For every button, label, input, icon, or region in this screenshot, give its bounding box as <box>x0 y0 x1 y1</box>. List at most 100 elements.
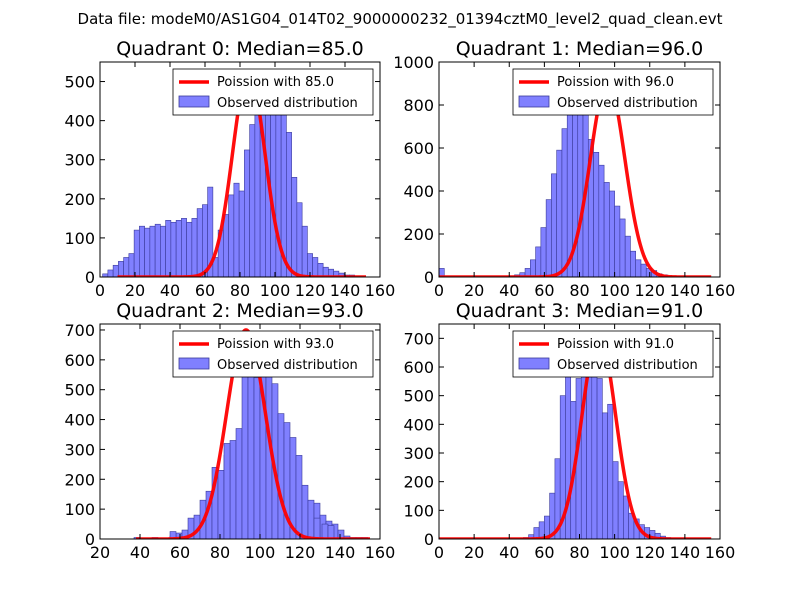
quadrant-2-xtick-label: 20 <box>90 543 110 562</box>
quadrant-3-bar <box>617 481 624 539</box>
quadrant-0-bar <box>291 177 298 277</box>
quadrant-3-bar <box>596 378 603 539</box>
quadrant-0-bar <box>107 269 114 277</box>
quadrant-0-bar <box>139 225 145 277</box>
quadrant-0-bar <box>233 182 240 277</box>
quadrant-1-bar <box>640 263 647 277</box>
quadrant-1-panel: 0 20 40 60 80 100 120 140 160 0 200 400 600 800 1000 Qu… <box>393 38 735 300</box>
quadrant-0-bar <box>191 218 198 277</box>
quadrant-2-ytick-label: 300 <box>64 440 95 459</box>
quadrant-3-xtick-label: 140 <box>670 543 701 562</box>
quadrant-2-ytick-label: 500 <box>64 381 95 400</box>
quadrant-2-bar <box>229 440 237 539</box>
quadrant-0-xtick-label: 140 <box>330 281 361 300</box>
quadrant-0-legend: Poission with 85.0 Observed distribution <box>172 68 374 116</box>
quadrant-1-bar <box>603 182 610 277</box>
quadrant-0-legend-line-label: Poission with 85.0 <box>217 75 334 90</box>
quadrant-2-bars <box>133 353 369 539</box>
quadrant-0-bar <box>165 220 172 277</box>
quadrant-1-ytick-label: 0 <box>424 268 434 287</box>
quadrant-0-xtick-label: 0 <box>95 281 105 300</box>
quadrant-1-title: Quadrant 1: Median=96.0 <box>456 38 704 60</box>
quadrant-2-bar <box>337 529 345 539</box>
quadrant-2-axes-frame <box>99 323 381 540</box>
quadrant-2-bar <box>295 455 303 539</box>
quadrant-2-xtick-label: 80 <box>210 543 230 562</box>
quadrant-0-ytick-label: 300 <box>64 151 95 170</box>
quadrant-3-xtick-label: 120 <box>634 543 665 562</box>
quadrant-3-ytick-label: 400 <box>403 415 434 434</box>
quadrant-2-bar <box>235 428 243 539</box>
quadrant-3-xtick-label: 40 <box>499 543 519 562</box>
quadrant-0-bar <box>286 132 292 277</box>
quadrant-0-xtick-label: 20 <box>125 281 145 300</box>
quadrant-3-panel: 0 20 40 60 80 100 120 140 1600100200300400500600… <box>403 300 735 562</box>
quadrant-0-bar <box>112 264 119 277</box>
quadrant-1-xtick-label: 20 <box>464 281 484 300</box>
quadrant-3-ytick-label: 600 <box>403 358 434 377</box>
quadrant-2-legend: Poission with 93.0 Observed distribution <box>172 330 374 378</box>
quadrant-1-bar <box>535 246 542 277</box>
quadrant-1-xtick-label: 40 <box>499 281 519 300</box>
quadrant-0-ytick-label: 400 <box>64 112 95 131</box>
quadrant-0-xtick-label: 40 <box>160 281 180 300</box>
quadrant-2-bar <box>301 484 309 539</box>
quadrant-0-bar <box>228 194 235 277</box>
quadrant-1-xtick-label: 160 <box>705 281 736 300</box>
quadrant-0-bar <box>254 104 261 277</box>
quadrant-1-bar <box>609 190 615 277</box>
quadrant-2-bar <box>241 374 249 539</box>
quadrant-2-bar <box>327 525 335 539</box>
quadrant-1-legend-bar-label: Observed distribution <box>557 96 698 111</box>
quadrant-2-ytick-label: 600 <box>64 351 95 370</box>
quadrant-1-bars <box>439 81 668 277</box>
quadrant-2-xtick-label: 40 <box>130 543 150 562</box>
quadrant-3-bar <box>602 412 608 539</box>
quadrant-0-xtick-label: 80 <box>230 281 250 300</box>
quadrant-0-bar <box>160 225 166 277</box>
quadrant-3-legend-line-label: Poission with 91.0 <box>557 337 674 352</box>
quadrant-1-xtick-label: 140 <box>670 281 701 300</box>
quadrant-0-legend-bar-label: Observed distribution <box>217 96 358 111</box>
quadrant-2-bar <box>253 377 261 539</box>
quadrant-3-title: Quadrant 3: Median=91.0 <box>456 300 704 322</box>
quadrant-1-legend: Poission with 96.0 Observed distribution <box>512 68 714 116</box>
figure-suptitle: Data file: modeM0/AS1G04_014T02_90000002… <box>78 10 723 29</box>
quadrant-3-legend: Poission with 91.0 Observed distribution <box>512 330 714 378</box>
quadrant-0-bar <box>133 229 140 277</box>
quadrant-3-xtick-label: 0 <box>434 543 444 562</box>
quadrant-1-ytick-label: 1000 <box>393 53 434 72</box>
quadrant-0-bar <box>207 186 214 277</box>
quadrant-2-ytick-label: 0 <box>85 530 95 549</box>
quadrant-1-bar <box>530 259 536 277</box>
quadrant-1-xtick-label: 0 <box>434 281 444 300</box>
quadrant-1-xtick-label: 60 <box>534 281 554 300</box>
quadrant-1-xtick-label: 80 <box>569 281 589 300</box>
quadrant-0-bar <box>118 261 124 277</box>
quadrant-2-ytick-label: 400 <box>64 411 95 430</box>
quadrant-0-bar <box>144 227 151 277</box>
quadrant-3-xtick-label: 20 <box>464 543 484 562</box>
quadrant-3-bar <box>623 495 629 539</box>
quadrant-0-bar <box>312 257 319 277</box>
quadrant-1-poisson-line <box>439 79 712 277</box>
quadrant-0-xtick-label: 60 <box>195 281 215 300</box>
quadrant-3-ytick-label: 0 <box>424 530 434 549</box>
quadrant-0-bar <box>223 214 229 277</box>
quadrant-0-bar <box>154 223 161 277</box>
quadrant-3-ytick-label: 700 <box>403 329 434 348</box>
quadrant-0-bar <box>175 220 182 277</box>
quadrant-1-xtick-label: 100 <box>599 281 630 300</box>
quadrant-1-bar <box>598 164 605 277</box>
quadrant-1-bar <box>614 205 621 277</box>
quadrant-0-ytick-label: 200 <box>64 190 95 209</box>
quadrant-3-ytick-label: 100 <box>403 501 434 520</box>
quadrant-2-bar <box>277 413 285 539</box>
quadrant-0-panel: 0 20 40 60 80 100 120 140 1600100200300400500Qua… <box>64 38 395 300</box>
quadrant-1-bar <box>624 235 631 277</box>
legend-bar-swatch <box>518 95 550 108</box>
quadrant-0-xtick-label: 160 <box>365 281 396 300</box>
quadrant-1-ytick-label: 200 <box>403 225 434 244</box>
quadrant-0-xtick-label: 100 <box>260 281 291 300</box>
